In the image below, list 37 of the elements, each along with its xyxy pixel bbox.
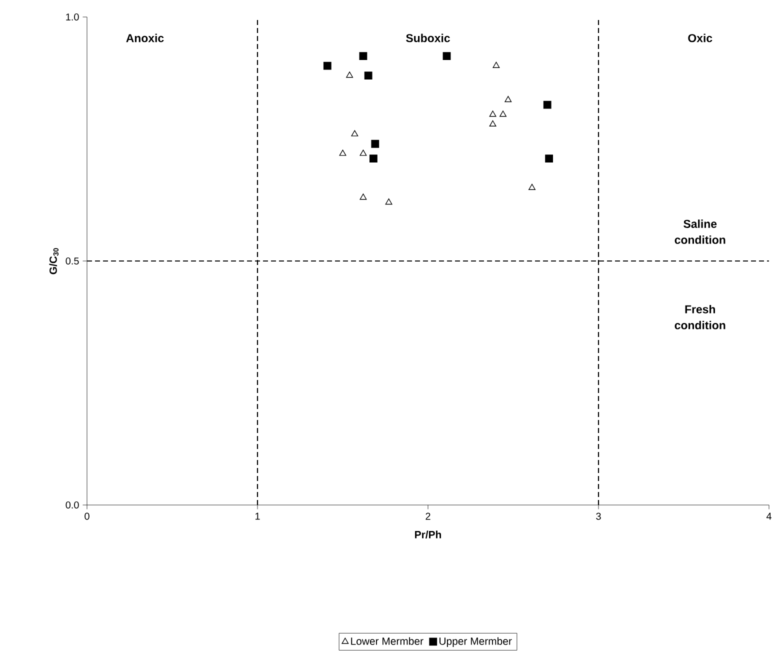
point [442,52,451,60]
annotation: Fresh condition [674,304,726,330]
x-tick-label: 0 [84,512,90,520]
point [500,110,506,117]
point [346,72,354,78]
legend-label: Upper Mermber [440,637,512,647]
point [545,154,554,162]
x-tick-label: 1 [255,512,260,520]
annotation: Anoxic [126,34,164,42]
point [385,198,392,205]
y-tick-label: 0.5 [66,257,79,265]
point [323,62,332,70]
point [364,72,372,80]
y-tick-label: 0.0 [66,501,79,509]
annotation: Oxic [688,34,712,42]
point [339,150,346,156]
point [360,150,367,156]
point [504,96,512,102]
point [369,154,378,162]
point [489,120,496,126]
point [543,100,552,109]
annotation: Saline condition [674,220,726,244]
point [371,140,380,148]
annotation: Suboxic [406,34,450,42]
legend-label: Lower Mermber [351,637,424,645]
x-tick-label: 2 [426,512,430,520]
y-axis-title: G/C$_{30}$ [49,248,59,274]
x-tick-label: 3 [596,512,601,520]
point [351,130,358,136]
point [489,110,496,117]
point [360,194,367,200]
point [528,184,536,190]
point [492,62,500,68]
y-tick-label: 1.0 [66,13,79,21]
x-tick-label: 4 [766,512,772,520]
x-axis-title: Pr/Ph [415,530,442,538]
point [359,52,368,60]
